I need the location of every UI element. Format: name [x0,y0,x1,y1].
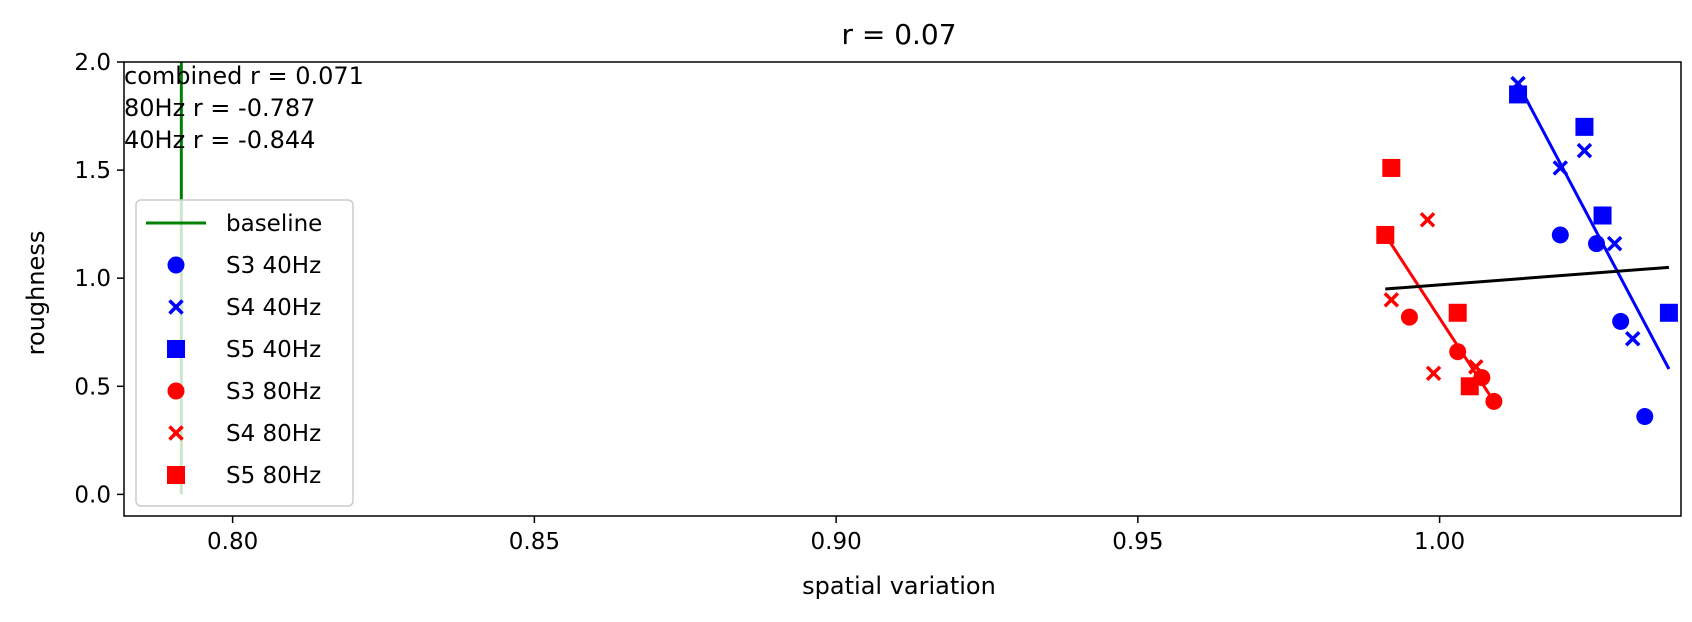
legend-label-s4-40hz: S4 40Hz [226,295,321,321]
data-point-s4-40hz [1576,142,1593,159]
axes: 0.80 0.85 0.90 0.95 1.00 0.0 0.5 1.0 1.5 2.0 [74,50,1682,555]
data-point-s5-40hz [1593,206,1612,225]
correlation-annotations: combined r = 0.071 80Hz r = -0.787 40Hz … [124,62,364,154]
data-point-s4-40hz [1624,330,1641,347]
y-axis-label: roughness [22,231,50,356]
data-point-s3-80hz [1449,343,1467,361]
data-point-s5-40hz [1509,85,1528,104]
data-point-s3-80hz [1400,308,1418,326]
annotation-combined: combined r = 0.071 [124,62,364,90]
annotation-80hz: 80Hz r = -0.787 [124,94,315,122]
data-point-s5-80hz [1382,158,1401,177]
data-point-s3-40hz [1612,312,1630,330]
data-point-s4-80hz [1383,292,1400,308]
y-tick-label: 2.0 [74,50,111,76]
annotation-40hz: 40Hz r = -0.844 [124,126,315,154]
legend-label-s5-80hz: S5 80Hz [226,463,321,489]
x-tick-label: 0.90 [811,529,862,555]
x-tick-label: 1.00 [1414,529,1465,555]
legend-label-s3-40hz: S3 40Hz [226,253,321,279]
data-point-s5-80hz [1460,377,1479,396]
x-axis-label: spatial variation [802,572,996,600]
data-point-s5-40hz [1659,303,1678,322]
x-tick-label: 0.80 [207,529,258,555]
legend-frame [135,199,354,507]
data-point-s4-40hz [1552,160,1569,176]
x-tick-label: 0.85 [509,529,560,555]
fit-line-combined [1385,265,1670,291]
chart-title: r = 0.07 [841,18,956,51]
y-tick-label: 0.0 [74,482,111,508]
legend-swatch-s3-80hz [167,382,185,400]
fit-line-40hz [1516,82,1671,370]
y-tick-label: 0.5 [74,374,111,400]
data-point-s3-40hz [1636,408,1654,426]
legend-swatch-s3-40hz [167,256,185,274]
data-point-s3-40hz [1551,226,1569,244]
data-point-s4-80hz [1419,212,1436,228]
plot-area [179,62,1678,495]
legend-swatch-s5-80hz [167,466,185,484]
data-point-s3-40hz [1588,235,1606,253]
plot-frame [123,61,1682,517]
y-tick-label: 1.5 [74,158,111,184]
data-point-s4-80hz [1425,365,1442,382]
legend-swatch-s5-40hz [167,340,185,358]
legend-swatch-s4-80hz [168,425,184,441]
legend-label-s3-80hz: S3 80Hz [226,379,321,405]
data-point-s3-80hz [1485,392,1503,410]
data-point-s4-40hz [1606,235,1623,252]
data-point-s5-80hz [1448,303,1467,322]
legend-label-s4-80hz: S4 80Hz [226,421,321,447]
data-point-s5-80hz [1376,225,1395,244]
y-tick-label: 1.0 [74,266,111,292]
x-tick-label: 0.95 [1112,529,1163,555]
data-point-s4-80hz [1468,359,1484,375]
legend-swatch-s4-40hz [168,299,184,315]
legend-label-baseline: baseline [226,211,322,237]
legend: baseline S3 40Hz S4 40Hz S5 40Hz S3 80Hz S4 8… [135,199,354,507]
data-point-s5-40hz [1575,117,1594,136]
legend-label-s5-40hz: S5 40Hz [226,337,321,363]
